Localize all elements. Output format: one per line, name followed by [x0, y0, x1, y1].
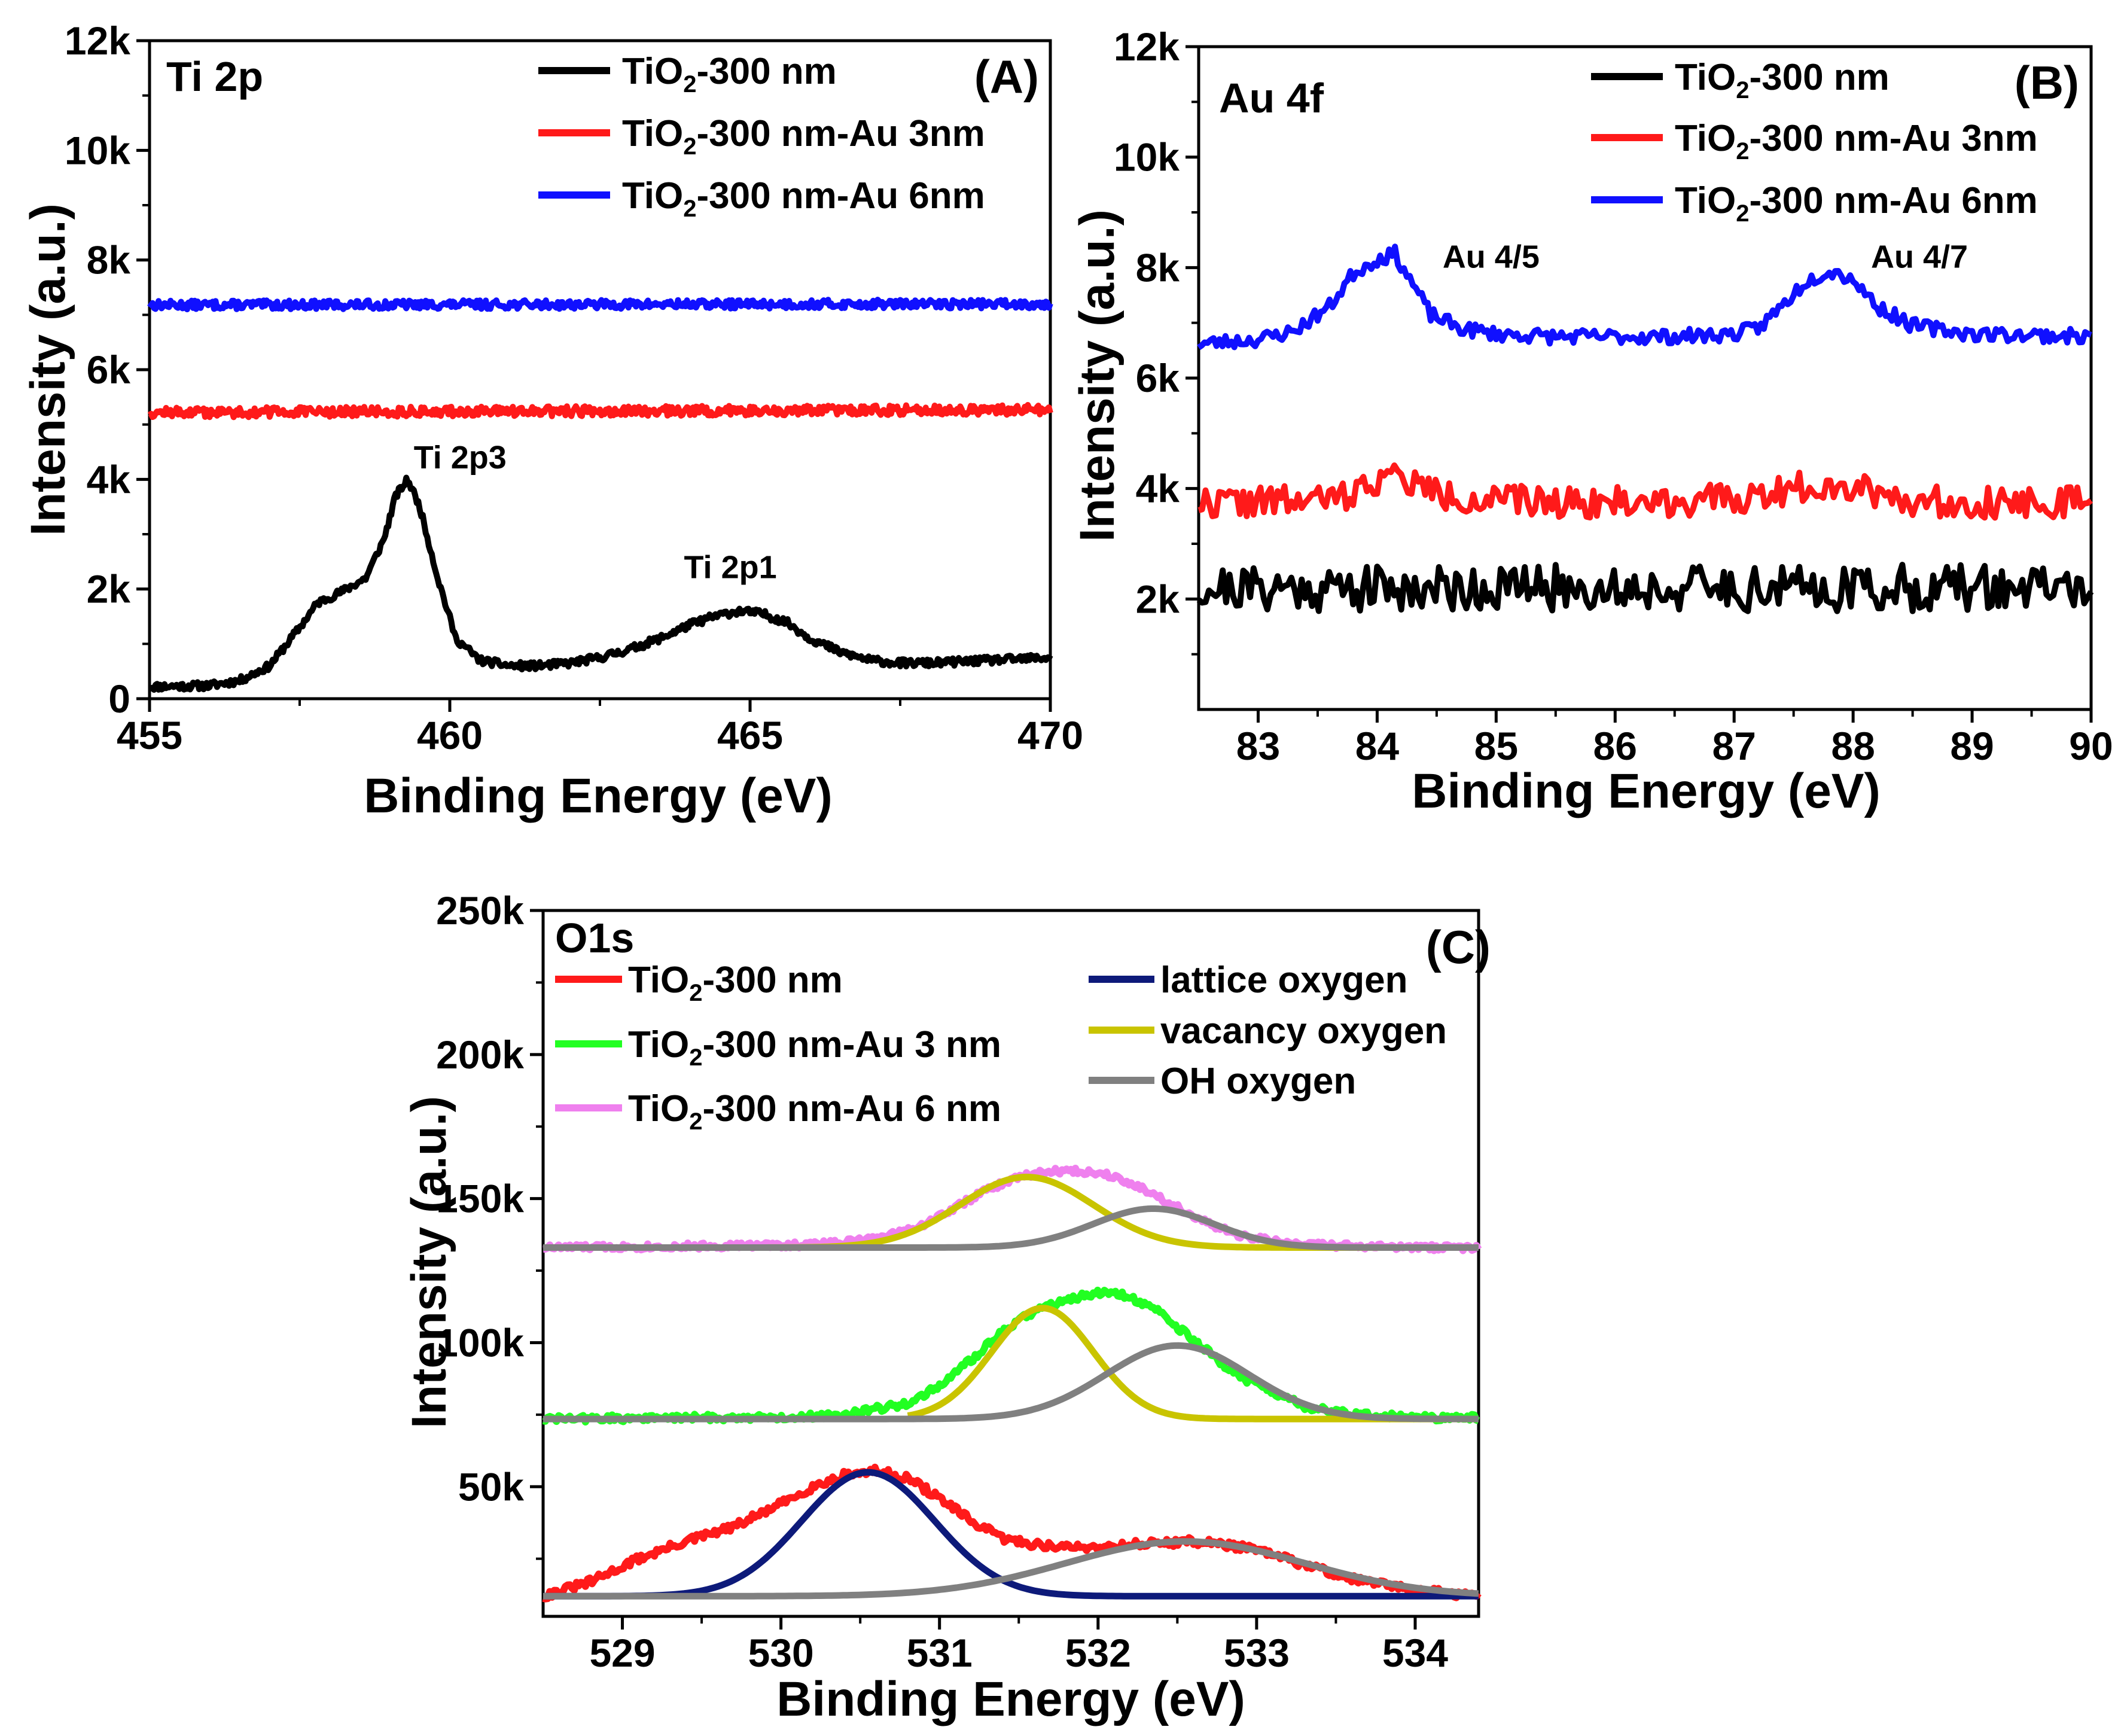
- panel-b-series: [1196, 243, 2094, 614]
- panel-b-title: Au 4f: [1219, 75, 1324, 121]
- panel-c-o1s: O1s (C) 529 530 531 532 533 534 50k 100k 150k 200…: [402, 888, 1491, 1726]
- legend-a-label-au-3nm: TiO2-300 nm-Au 3nm: [622, 113, 985, 160]
- annotation-au-4-7: Au 4/7: [1871, 239, 1968, 275]
- legend-c-label-vacancy-oxygen: vacancy oxygen: [1160, 1010, 1447, 1052]
- annotation-au-4-5: Au 4/5: [1443, 239, 1540, 275]
- panel-a-ticks: 455 460 465 470 0 2k 4k 6k 8k 10k 12k: [65, 19, 1083, 757]
- y-tick-label: 2k: [87, 567, 131, 611]
- y-tick-label: 100k: [436, 1320, 524, 1365]
- panel-a-title: Ti 2p: [166, 53, 263, 100]
- panel-c-title: O1s: [555, 915, 634, 961]
- panel-a-label: (A): [974, 50, 1039, 103]
- y-tick-label: 200k: [436, 1033, 524, 1077]
- y-tick-label: 8k: [87, 238, 131, 282]
- y-tick-label: 10k: [1114, 135, 1180, 179]
- legend-b-label-tio2-300nm: TiO2-300 nm: [1675, 57, 1890, 103]
- annotation-ti-2p1: Ti 2p1: [684, 549, 777, 585]
- series-tio2-300-nm-au-3-nm: [541, 1286, 1480, 1426]
- x-tick-label: 530: [748, 1631, 814, 1675]
- panel-c-ticks: 529 530 531 532 533 534 50k 100k 150k 200k 250k: [436, 888, 1448, 1675]
- x-tick-label: 85: [1474, 724, 1518, 768]
- panel-c-ylabel: Intensity (a.u.): [402, 1096, 456, 1429]
- x-tick-label: 470: [1017, 713, 1083, 757]
- panel-a-legend: TiO2-300 nm TiO2-300 nm-Au 3nm TiO2-300 …: [538, 51, 985, 222]
- panel-c-plot-frame: [541, 909, 1480, 1618]
- legend-a-label-au-6nm: TiO2-300 nm-Au 6nm: [622, 175, 985, 222]
- legend-c-label-tio2-300nm: TiO2-300 nm: [628, 960, 843, 1006]
- panel-b-xlabel: Binding Energy (eV): [1412, 764, 1881, 818]
- panel-c-series: [541, 1165, 1482, 1603]
- x-tick-label: 532: [1065, 1631, 1131, 1675]
- y-tick-label: 0: [108, 677, 130, 721]
- y-tick-label: 4k: [1136, 467, 1180, 511]
- legend-a-label-tio2-300nm: TiO2-300 nm: [622, 51, 837, 98]
- x-tick-label: 465: [717, 713, 783, 757]
- panel-c-label: (C): [1426, 921, 1491, 973]
- panel-b-au-4f: Au 4f (B) 83 84 85 86 87 88 89 90 2k 4k 6k 8k 10k 12k…: [1070, 25, 2113, 818]
- x-tick-label: 88: [1831, 724, 1875, 768]
- x-tick-label: 534: [1382, 1631, 1448, 1675]
- x-tick-label: 533: [1224, 1631, 1290, 1675]
- series-tio2-300-nm-au-6nm: [1197, 243, 2092, 351]
- panel-c-xlabel: Binding Energy (eV): [776, 1672, 1245, 1726]
- panel-b-annotations: Au 4/5 Au 4/7: [1443, 239, 1968, 275]
- y-tick-label: 50k: [458, 1464, 524, 1509]
- panel-a-ylabel: Intensity (a.u.): [21, 203, 75, 536]
- series-oh-oxygen-1: [543, 1342, 1479, 1423]
- series-lattice-oxygen-0: [543, 1469, 1479, 1600]
- x-tick-label: 89: [1950, 724, 1994, 768]
- x-tick-label: 84: [1355, 724, 1400, 768]
- panel-a-annotations: Ti 2p3 Ti 2p1: [414, 440, 777, 585]
- legend-b-label-au-6nm: TiO2-300 nm-Au 6nm: [1675, 180, 2038, 227]
- legend-c-label-au-3nm: TiO2-300 nm-Au 3 nm: [628, 1024, 1001, 1071]
- series-tio2-300-nm-au-3nm: [1197, 462, 2093, 521]
- series-vacancy-oxygen-0: [907, 1305, 1480, 1423]
- x-tick-label: 87: [1712, 724, 1756, 768]
- series-oh-oxygen-0: [543, 1538, 1479, 1600]
- y-tick-label: 10k: [65, 128, 130, 172]
- series-tio2-300-nm: [148, 474, 1053, 693]
- legend-c-label-lattice-oxygen: lattice oxygen: [1160, 960, 1407, 1001]
- panel-b-label: (B): [2015, 56, 2079, 109]
- y-tick-label: 12k: [1114, 25, 1180, 69]
- panel-b-ylabel: Intensity (a.u.): [1070, 209, 1125, 542]
- x-tick-label: 529: [589, 1631, 655, 1675]
- y-tick-label: 8k: [1136, 245, 1180, 290]
- y-tick-label: 2k: [1136, 577, 1180, 621]
- y-tick-label: 4k: [87, 457, 131, 501]
- series-tio2-300-nm-au-6nm: [147, 297, 1053, 312]
- panel-a-xlabel: Binding Energy (eV): [364, 769, 833, 823]
- legend-b-label-au-3nm: TiO2-300 nm-Au 3nm: [1675, 118, 2038, 165]
- panel-a-series: [147, 297, 1053, 693]
- y-tick-label: 6k: [1136, 356, 1180, 400]
- panel-b-legend: TiO2-300 nm TiO2-300 nm-Au 3nm TiO2-300 …: [1591, 57, 2038, 227]
- panel-c-legend: TiO2-300 nm TiO2-300 nm-Au 3 nm TiO2-300…: [555, 960, 1447, 1135]
- x-tick-label: 83: [1236, 724, 1280, 768]
- panel-b-ticks: 83 84 85 86 87 88 89 90 2k 4k 6k 8k 10k 12k: [1114, 25, 2113, 768]
- x-tick-label: 531: [907, 1631, 973, 1675]
- legend-c-label-oh-oxygen: OH oxygen: [1160, 1061, 1356, 1102]
- series-oh-oxygen-2: [543, 1205, 1479, 1251]
- x-tick-label: 455: [117, 713, 182, 757]
- series-tio2-300-nm-au-3nm: [147, 402, 1053, 421]
- panel-a-ti-2p: Ti 2p (A) 455 460 465 470 0 2k 4k 6k 8k 10k 12k Ti…: [21, 19, 1083, 823]
- legend-c-label-au-6nm: TiO2-300 nm-Au 6 nm: [628, 1088, 1001, 1135]
- series-vacancy-oxygen-1: [543, 1174, 1479, 1251]
- series-tio2-300-nm: [1196, 562, 2094, 614]
- y-tick-label: 6k: [87, 348, 131, 392]
- y-tick-label: 150k: [436, 1177, 524, 1221]
- y-tick-label: 12k: [65, 19, 130, 63]
- annotation-ti-2p3: Ti 2p3: [414, 440, 507, 476]
- x-tick-label: 86: [1593, 724, 1637, 768]
- x-tick-label: 460: [417, 713, 483, 757]
- y-tick-label: 250k: [436, 888, 524, 933]
- x-tick-label: 90: [2069, 724, 2113, 768]
